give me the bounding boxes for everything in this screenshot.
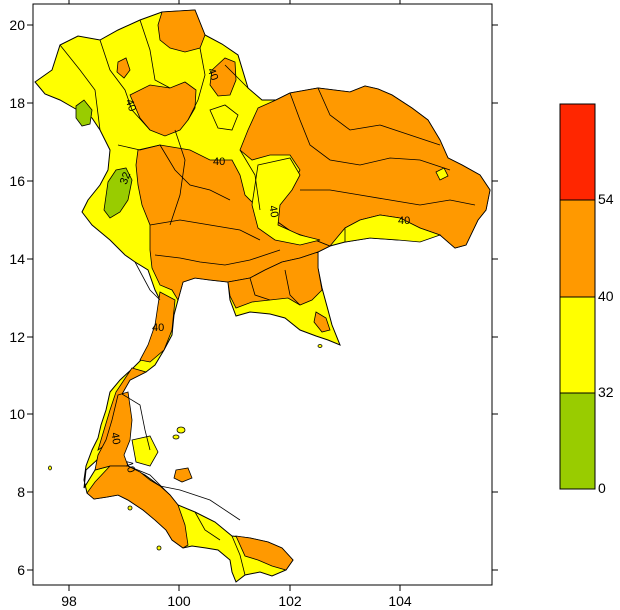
y-tick-label: 10 — [9, 406, 25, 422]
contour-label: 40 — [123, 98, 138, 114]
y-tick-label: 20 — [9, 17, 25, 33]
axis-ticks — [27, 0, 498, 591]
y-tick-label: 12 — [9, 329, 25, 345]
cool-northwest — [75, 99, 93, 127]
y-tick-label: 18 — [9, 95, 25, 111]
x-tick-labels: 98 100 102 104 — [61, 593, 412, 609]
hot-north-spot — [116, 57, 131, 79]
mild-isan-dot — [435, 167, 449, 181]
contour-labels: 40 40 40 40 40 40 40 40 32 — [108, 67, 410, 475]
contour-label: 40 — [398, 215, 410, 227]
cool-regions — [75, 99, 133, 219]
hot-south-peninsula-main — [86, 465, 189, 549]
hot-south-spot — [173, 467, 193, 483]
contour-label: 40 — [213, 156, 225, 168]
legend-label: 40 — [598, 288, 614, 304]
mild-isan-central — [251, 157, 321, 246]
contour-label: 40 — [205, 67, 220, 83]
legend-label: 0 — [598, 480, 606, 496]
x-tick-label: 104 — [388, 593, 412, 609]
y-tick-label: 14 — [9, 251, 25, 267]
legend-swatch-40-54 — [559, 199, 596, 298]
contour-label: 40 — [152, 322, 164, 334]
legend-swatch-0-32 — [559, 392, 596, 490]
hot-southeast — [227, 251, 323, 309]
cool-west — [103, 167, 133, 219]
islands — [48, 344, 323, 551]
legend-colorbar — [559, 103, 596, 490]
contour-label: 40 — [122, 459, 137, 475]
contour-label: 32 — [118, 171, 133, 187]
mild-inclusions — [131, 104, 449, 467]
hot-north-east-pocket — [209, 57, 237, 97]
x-tick-label: 102 — [278, 593, 302, 609]
mild-isan-south — [344, 214, 442, 243]
contour-label: 40 — [108, 431, 122, 445]
legend-swatch-32-40 — [559, 296, 596, 394]
x-tick-label: 98 — [61, 593, 77, 609]
y-tick-label: 16 — [9, 173, 25, 189]
legend-label: 32 — [598, 384, 614, 400]
x-tick-label: 100 — [167, 593, 191, 609]
legend-swatch-54-plus — [559, 103, 596, 201]
y-tick-labels: 20 18 16 14 12 10 8 6 — [9, 17, 25, 578]
y-tick-label: 8 — [17, 484, 25, 500]
contour-label: 40 — [266, 204, 280, 218]
legend-labels: 54 40 32 0 — [598, 191, 614, 496]
hot-southeast-tip — [313, 311, 331, 333]
hot-isthmus — [139, 291, 176, 363]
hot-south-east-coast — [235, 535, 294, 571]
hot-far-north — [157, 9, 206, 53]
y-tick-label: 6 — [17, 562, 25, 578]
mild-north-strip — [209, 104, 239, 131]
legend-label: 54 — [598, 191, 614, 207]
province-boundaries — [59, 19, 476, 576]
